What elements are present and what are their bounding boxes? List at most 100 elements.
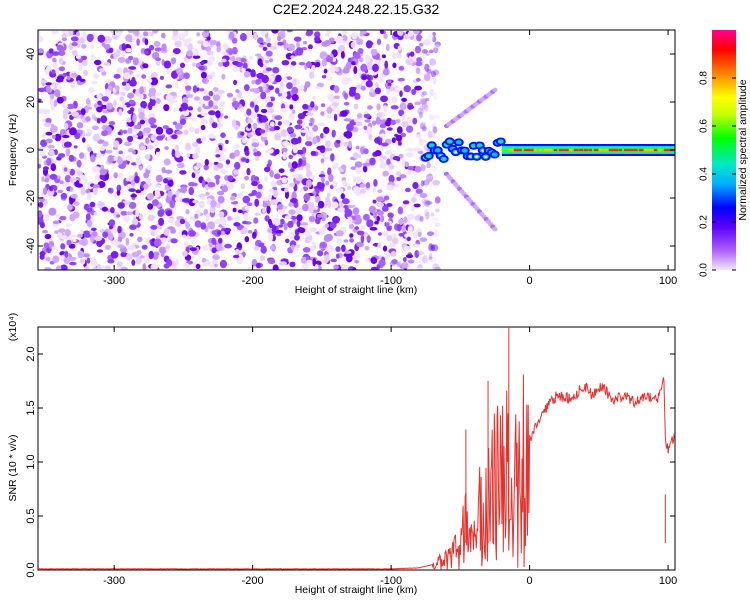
- noise-cell: [260, 245, 267, 254]
- noise-cell: [323, 68, 328, 74]
- noise-cell: [258, 44, 264, 48]
- noise-cell: [86, 257, 91, 264]
- noise-cell: [407, 166, 415, 171]
- noise-cell: [108, 47, 114, 53]
- noise-cell: [373, 211, 378, 219]
- colorbar-gradient: [712, 30, 736, 270]
- noise-cell: [288, 209, 296, 215]
- noise-cell: [395, 51, 402, 60]
- noise-cell: [218, 237, 223, 244]
- noise-cell: [107, 187, 112, 193]
- noise-cell: [400, 132, 407, 138]
- noise-cell: [72, 238, 77, 243]
- noise-cell: [60, 243, 66, 250]
- noise-cell: [99, 168, 108, 176]
- noise-cell: [94, 235, 103, 242]
- noise-cell: [215, 146, 220, 153]
- noise-cell: [259, 129, 266, 134]
- noise-cell: [363, 125, 368, 130]
- noise-cell: [298, 62, 306, 66]
- noise-cell: [406, 236, 411, 242]
- noise-cell: [254, 212, 261, 216]
- noise-cell: [85, 116, 91, 122]
- noise-cell: [294, 247, 299, 252]
- noise-cell: [84, 265, 90, 270]
- noise-cell: [124, 84, 131, 92]
- noise-cell: [246, 167, 251, 176]
- noise-cell: [69, 177, 77, 183]
- noise-cell: [125, 253, 133, 261]
- noise-cell: [132, 57, 139, 66]
- noise-cell: [188, 230, 196, 237]
- noise-cell: [76, 159, 82, 168]
- noise-cell: [366, 219, 374, 228]
- noise-cell: [288, 43, 295, 52]
- noise-cell: [141, 74, 147, 79]
- noise-cell: [301, 263, 309, 270]
- noise-cell: [352, 152, 359, 159]
- noise-cell: [58, 153, 66, 158]
- noise-cell: [226, 92, 234, 98]
- noise-cell: [256, 72, 265, 79]
- noise-cell: [125, 48, 132, 53]
- noise-cell: [232, 60, 240, 66]
- noise-cell: [198, 65, 205, 71]
- noise-cell: [138, 111, 145, 120]
- noise-cell: [347, 204, 356, 208]
- noise-cell: [366, 235, 371, 241]
- noise-cell: [61, 33, 68, 38]
- noise-cell: [369, 226, 378, 231]
- noise-cell: [272, 217, 281, 226]
- noise-cell: [337, 45, 343, 53]
- noise-cell: [274, 115, 283, 121]
- noise-cell: [330, 258, 338, 263]
- noise-cell: [183, 240, 189, 249]
- signal-core: [628, 148, 634, 152]
- noise-cell: [171, 134, 178, 140]
- noise-cell: [391, 259, 398, 265]
- noise-cell: [343, 101, 350, 106]
- noise-cell: [359, 189, 366, 194]
- noise-cell: [275, 87, 280, 94]
- noise-cell: [217, 162, 224, 169]
- noise-cell: [274, 133, 282, 141]
- noise-cell: [191, 117, 197, 122]
- noise-cell: [121, 81, 127, 86]
- noise-cell: [89, 201, 96, 208]
- noise-cell: [299, 188, 305, 193]
- noise-cell: [426, 68, 432, 74]
- noise-cell: [107, 155, 114, 164]
- noise-cell: [145, 178, 151, 186]
- noise-cell: [150, 231, 155, 237]
- noise-cell: [401, 226, 406, 233]
- noise-cell: [228, 49, 234, 55]
- noise-cell: [381, 231, 389, 237]
- noise-cell: [374, 82, 379, 88]
- noise-cell: [325, 140, 331, 148]
- noise-cell: [138, 213, 144, 220]
- noise-cell: [179, 118, 187, 125]
- noise-cell: [333, 113, 338, 122]
- noise-cell: [57, 85, 62, 90]
- noise-cell: [262, 46, 268, 51]
- noise-cell: [222, 51, 228, 56]
- noise-cell: [272, 67, 280, 74]
- noise-cell: [413, 147, 421, 152]
- y-tick-label: 1.5: [25, 400, 37, 415]
- y-tick-label: 40: [25, 48, 37, 60]
- noise-cell: [45, 257, 51, 262]
- noise-cell: [206, 74, 213, 80]
- noise-cell: [307, 130, 314, 138]
- noise-cell: [150, 225, 158, 230]
- noise-cell: [431, 165, 438, 172]
- noise-cell: [263, 166, 271, 173]
- noise-cell: [217, 195, 225, 204]
- noise-cell: [200, 222, 207, 230]
- noise-cell: [369, 88, 374, 93]
- noise-cell: [203, 164, 209, 171]
- noise-cell: [415, 77, 421, 82]
- noise-cell: [407, 31, 414, 37]
- noise-cell: [40, 139, 48, 147]
- noise-cell: [304, 127, 309, 134]
- noise-cell: [203, 245, 208, 251]
